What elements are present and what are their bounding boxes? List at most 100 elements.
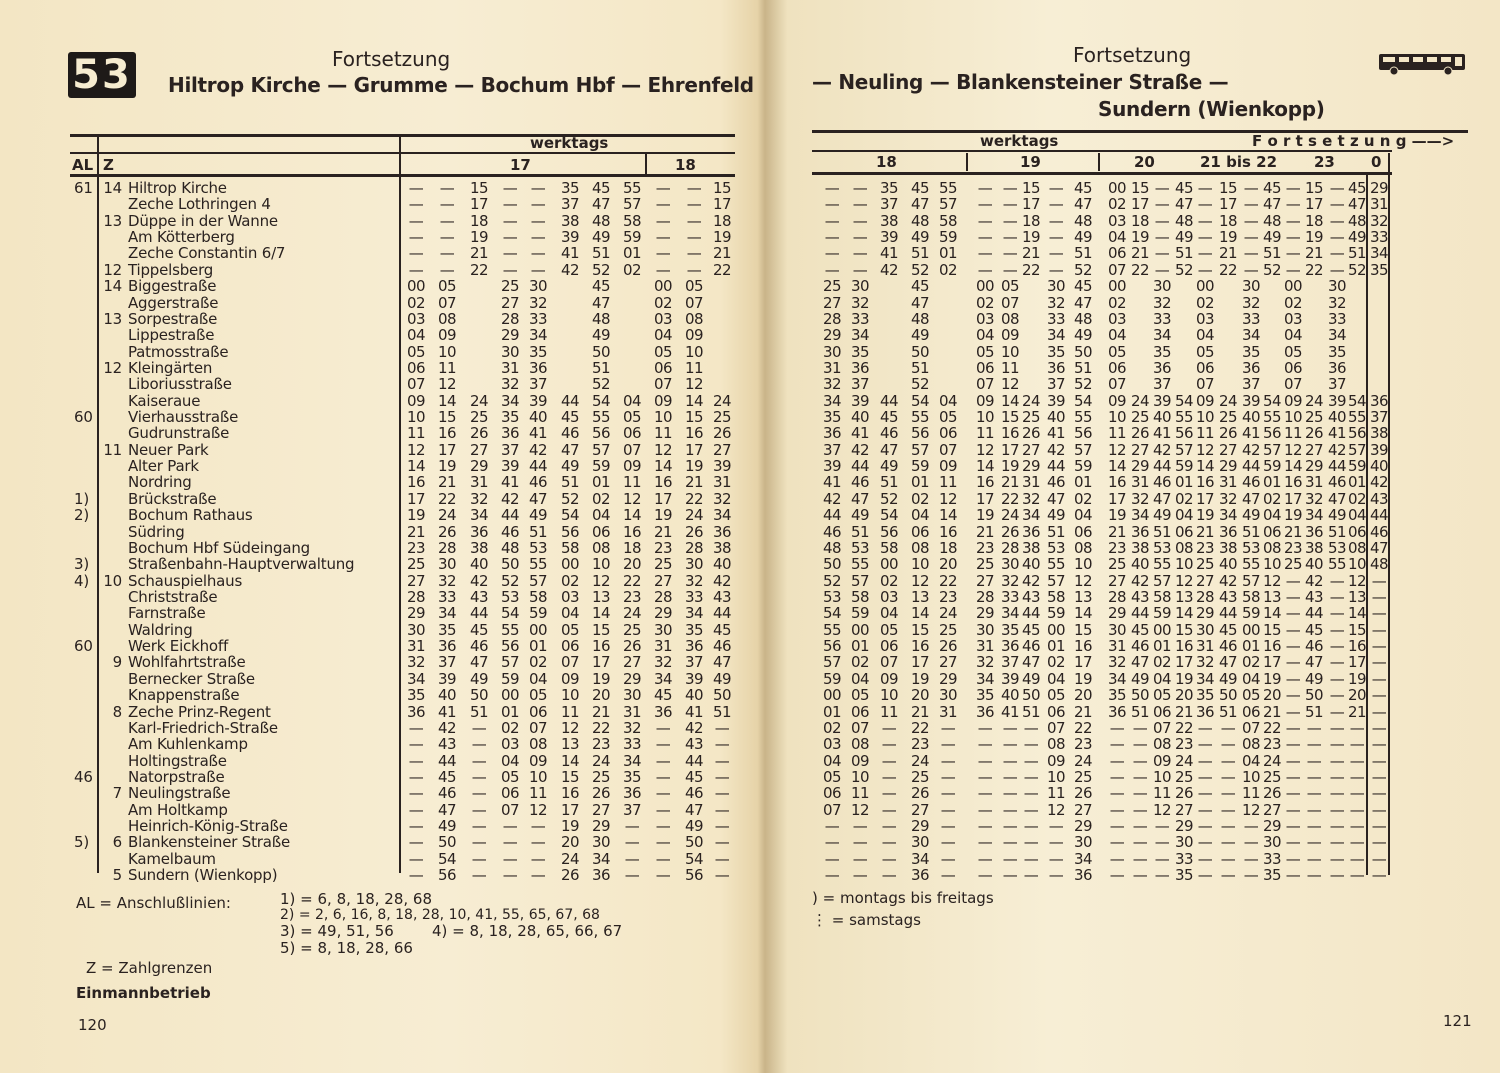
departure-time: 21 bbox=[1283, 522, 1303, 541]
departure-time: 47 bbox=[1152, 489, 1172, 508]
departure-time: 45 bbox=[469, 620, 489, 639]
departure-time: — bbox=[1197, 195, 1213, 214]
departure-time: 23 bbox=[1073, 735, 1093, 754]
stop-name: Alter Park bbox=[128, 457, 199, 476]
departure-time: — bbox=[940, 833, 956, 852]
departure-time: 30 bbox=[1000, 555, 1020, 574]
departure-time: 00 bbox=[975, 277, 995, 296]
departure-time: 45 bbox=[684, 767, 704, 786]
departure-time: 23 bbox=[591, 735, 611, 754]
departure-time: 48 bbox=[1369, 555, 1389, 574]
departure-time: 52 bbox=[1073, 375, 1093, 394]
departure-time: 12 bbox=[1195, 440, 1215, 459]
fare-zone: 11 bbox=[103, 440, 122, 459]
footnote-1: 1) = 6, 8, 18, 28, 68 bbox=[280, 890, 432, 908]
departure-time: 36 bbox=[850, 358, 870, 377]
departure-time: 31 bbox=[1304, 473, 1324, 492]
departure-time: 20 bbox=[1262, 686, 1282, 705]
departure-time: 29 bbox=[406, 604, 426, 623]
departure-time: 16 bbox=[1262, 637, 1282, 656]
departure-time: 04 bbox=[1107, 228, 1127, 247]
departure-time: 22 bbox=[1218, 260, 1238, 279]
departure-time: 09 bbox=[406, 391, 426, 410]
departure-time: 56 bbox=[591, 424, 611, 443]
departure-time: 25 bbox=[622, 620, 642, 639]
departure-time: — bbox=[881, 866, 897, 885]
departure-time: — bbox=[1371, 653, 1387, 672]
departure-time: 57 bbox=[1046, 571, 1066, 590]
departure-time: 06 bbox=[500, 784, 520, 803]
departure-time: — bbox=[977, 244, 993, 263]
departure-time: 42 bbox=[1369, 473, 1389, 492]
departure-time: 47 bbox=[910, 195, 930, 214]
departure-time: 34 bbox=[1021, 506, 1041, 525]
fare-zone: 14 bbox=[103, 277, 122, 296]
departure-time: 34 bbox=[437, 604, 457, 623]
departure-time: 49 bbox=[1218, 669, 1238, 688]
departure-time: — bbox=[439, 260, 455, 279]
departure-time: 10 bbox=[528, 767, 548, 786]
departure-time: 39 bbox=[1000, 669, 1020, 688]
departure-time: 11 bbox=[938, 473, 958, 492]
departure-time: 39 bbox=[879, 228, 899, 247]
departure-time: 53 bbox=[1241, 538, 1261, 557]
departure-time: 49 bbox=[879, 457, 899, 476]
departure-time: — bbox=[624, 849, 640, 868]
departure-time: 14 bbox=[591, 604, 611, 623]
departure-time: 04 bbox=[1241, 669, 1261, 688]
departure-time: 19 bbox=[1218, 228, 1238, 247]
departure-time: 34 bbox=[850, 326, 870, 345]
departure-time: 52 bbox=[560, 489, 580, 508]
departure-time: 37 bbox=[822, 440, 842, 459]
departure-time: — bbox=[1132, 849, 1148, 868]
departure-time: — bbox=[977, 767, 993, 786]
departure-time: 31 bbox=[469, 473, 489, 492]
departure-time: 04 bbox=[500, 751, 520, 770]
departure-time: 00 bbox=[1046, 620, 1066, 639]
departure-time: 09 bbox=[975, 391, 995, 410]
departure-time: — bbox=[1306, 718, 1322, 737]
departure-time: 10 bbox=[591, 555, 611, 574]
departure-time: 49 bbox=[1021, 669, 1041, 688]
departure-time: — bbox=[1371, 669, 1387, 688]
departure-time: 01 bbox=[1152, 637, 1172, 656]
departure-time: 12 bbox=[1283, 440, 1303, 459]
departure-time: 23 bbox=[1262, 735, 1282, 754]
departure-time: 24 bbox=[1000, 506, 1020, 525]
departure-time: 51 bbox=[591, 244, 611, 263]
departure-time: 04 bbox=[1107, 326, 1127, 345]
departure-time: — bbox=[1048, 817, 1064, 836]
header-rule bbox=[70, 152, 735, 154]
departure-time: 26 bbox=[910, 784, 930, 803]
departure-time: 24 bbox=[1021, 391, 1041, 410]
departure-time: 55 bbox=[622, 179, 642, 197]
departure-time: 10 bbox=[1152, 767, 1172, 786]
departure-time: 08 bbox=[850, 735, 870, 754]
departure-time: 15 bbox=[1174, 620, 1194, 639]
departure-time: 07 bbox=[528, 718, 548, 737]
departure-time: 26 bbox=[591, 784, 611, 803]
departure-time: 00 bbox=[653, 277, 673, 296]
departure-time: 43 bbox=[712, 588, 732, 606]
departure-time: 36 bbox=[469, 522, 489, 541]
departure-time: — bbox=[824, 228, 840, 247]
departure-time: — bbox=[1220, 735, 1236, 754]
departure-time: — bbox=[530, 260, 546, 279]
departure-time: 33 bbox=[437, 588, 457, 606]
departure-time: 12 bbox=[560, 718, 580, 737]
departure-time: 06 bbox=[1241, 702, 1261, 721]
departure-time: 19 bbox=[1130, 228, 1150, 247]
departure-time: 26 bbox=[469, 424, 489, 443]
departure-time: — bbox=[1154, 195, 1170, 214]
departure-time: — bbox=[530, 228, 546, 247]
departure-time: 15 bbox=[712, 179, 732, 197]
departure-time: — bbox=[1002, 718, 1018, 737]
stop-name: Am Holtkamp bbox=[128, 800, 228, 819]
departure-time: 31 bbox=[975, 637, 995, 656]
departure-time: — bbox=[1329, 718, 1345, 737]
stop-name: Nordring bbox=[128, 473, 192, 492]
stop-name: Wohlfahrtstraße bbox=[128, 653, 246, 672]
departure-time: 26 bbox=[712, 424, 732, 443]
departure-time: 54 bbox=[879, 506, 899, 525]
departure-time: 07 bbox=[1195, 375, 1215, 394]
